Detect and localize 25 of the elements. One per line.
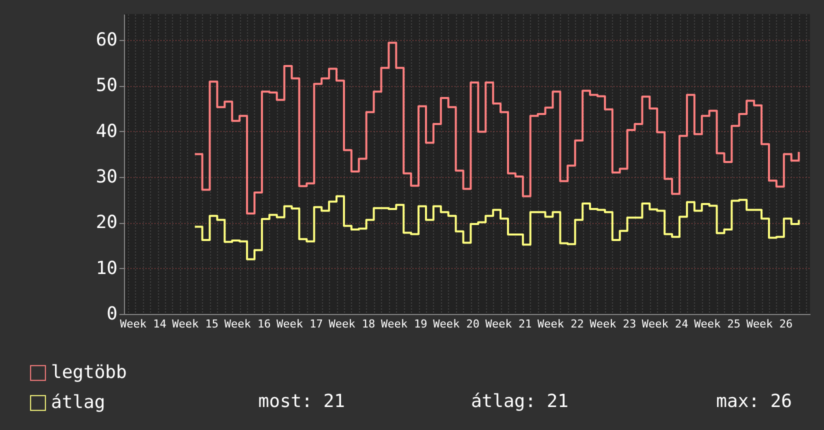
x-tick-label: Week 16 bbox=[224, 318, 271, 330]
x-tick-label: Week 15 bbox=[172, 318, 219, 330]
x-tick-label: Week 17 bbox=[276, 318, 323, 330]
y-tick-label: 50 bbox=[96, 75, 118, 96]
y-tick-label: 10 bbox=[96, 258, 118, 279]
y-tick-label: 0 bbox=[106, 304, 118, 324]
x-tick-label: Week 14 bbox=[120, 318, 167, 330]
legend-label: átlag bbox=[51, 392, 106, 413]
legend-label: legtöbb bbox=[51, 362, 127, 383]
text: átlag: 21 bbox=[470, 391, 568, 412]
x-tick-label: Week 23 bbox=[590, 318, 636, 330]
y-tick-label: 60 bbox=[96, 30, 118, 51]
y-tick-label: 40 bbox=[96, 120, 118, 142]
x-tick-label: Week 21 bbox=[485, 318, 532, 330]
x-tick-label: Week 25 bbox=[694, 318, 740, 330]
y-tick-label: 20 bbox=[96, 212, 118, 234]
text: most: 21 bbox=[258, 391, 345, 412]
x-tick-label: Week 22 bbox=[538, 318, 584, 330]
x-tick-label: Week 20 bbox=[433, 318, 480, 330]
y-tick-label: 30 bbox=[96, 166, 118, 188]
x-tick-label: Week 24 bbox=[642, 318, 689, 330]
x-tick-label: Week 19 bbox=[380, 318, 428, 330]
text: max: 26 bbox=[716, 391, 792, 412]
x-tick-label: Week 26 bbox=[746, 318, 793, 330]
x-tick-label: Week 18 bbox=[328, 318, 376, 330]
